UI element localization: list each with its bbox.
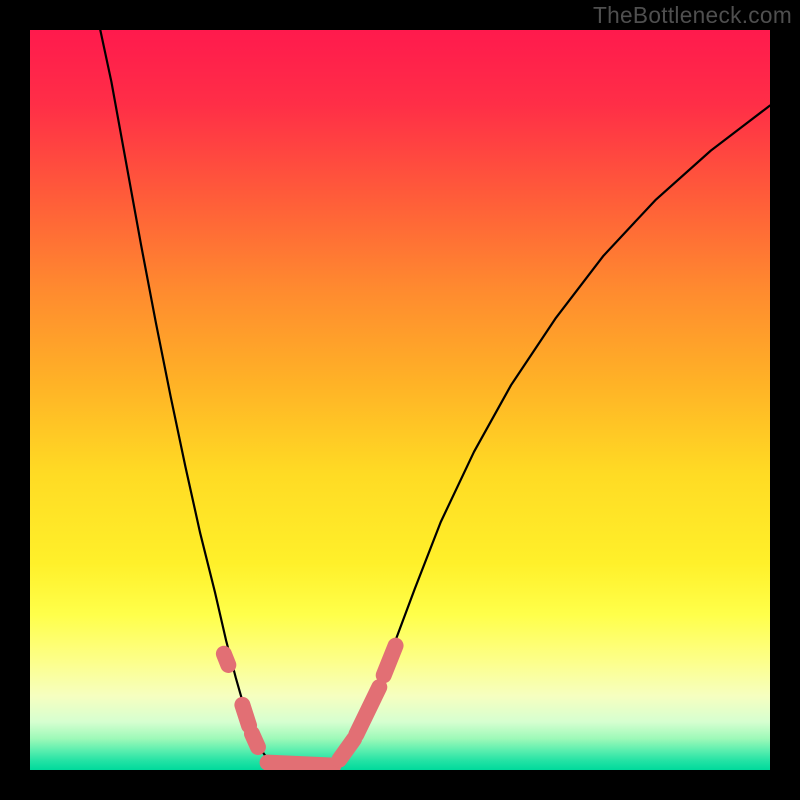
- bottleneck-curve: [100, 30, 770, 770]
- data-marker: [384, 646, 396, 676]
- data-marker: [252, 734, 258, 747]
- data-marker: [356, 687, 379, 734]
- plot-area: [30, 30, 770, 770]
- chart-svg: [30, 30, 770, 770]
- data-marker: [224, 654, 228, 665]
- watermark-text: TheBottleneck.com: [593, 2, 792, 29]
- data-marker: [339, 739, 354, 760]
- data-marker: [242, 705, 249, 726]
- data-marker: [268, 763, 334, 766]
